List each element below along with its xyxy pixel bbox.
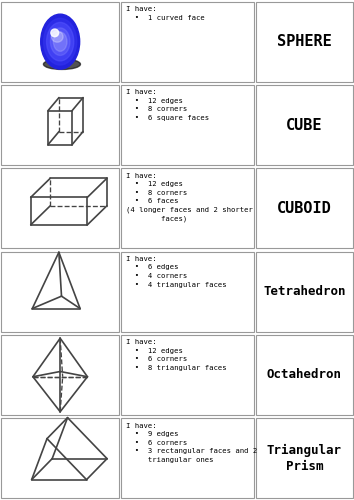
Bar <box>256 335 353 415</box>
Text: CUBOID: CUBOID <box>277 201 332 216</box>
Circle shape <box>47 22 74 61</box>
Ellipse shape <box>51 31 63 42</box>
Bar <box>1 252 119 332</box>
Text: CUBE: CUBE <box>286 118 323 132</box>
Text: I have:
  •  12 edges
  •  8 corners
  •  6 square faces: I have: • 12 edges • 8 corners • 6 squar… <box>126 90 209 121</box>
Circle shape <box>41 14 80 69</box>
Bar <box>121 252 254 332</box>
Bar <box>1 418 119 498</box>
Bar <box>121 418 254 498</box>
Bar <box>256 252 353 332</box>
Bar <box>1 85 119 165</box>
Bar <box>1 168 119 248</box>
Bar <box>121 85 254 165</box>
Bar <box>121 335 254 415</box>
Text: I have:
  •  12 edges
  •  8 corners
  •  6 faces
(4 longer faces and 2 shorter
: I have: • 12 edges • 8 corners • 6 faces… <box>126 172 252 222</box>
Circle shape <box>53 32 67 52</box>
Bar <box>121 2 254 82</box>
Bar <box>256 418 353 498</box>
Bar <box>256 2 353 82</box>
Text: Triangular
Prism: Triangular Prism <box>267 444 342 473</box>
Bar <box>1 2 119 82</box>
Circle shape <box>44 18 77 65</box>
Text: I have:
  •  1 curved face: I have: • 1 curved face <box>126 6 204 20</box>
Bar <box>256 168 353 248</box>
Text: Tetrahedron: Tetrahedron <box>263 285 346 298</box>
Text: Octahedron: Octahedron <box>267 368 342 382</box>
Bar <box>256 85 353 165</box>
Text: I have:
  •  9 edges
  •  6 corners
  •  3 rectangular faces and 2
     triangul: I have: • 9 edges • 6 corners • 3 rectan… <box>126 422 257 463</box>
Text: I have:
  •  6 edges
  •  4 corners
  •  4 triangular faces: I have: • 6 edges • 4 corners • 4 triang… <box>126 256 226 288</box>
Ellipse shape <box>44 59 80 70</box>
Bar <box>1 335 119 415</box>
Text: SPHERE: SPHERE <box>277 34 332 49</box>
Circle shape <box>50 28 70 56</box>
Text: I have:
  •  12 edges
  •  6 corners
  •  8 triangular faces: I have: • 12 edges • 6 corners • 8 trian… <box>126 340 226 371</box>
Ellipse shape <box>51 29 59 36</box>
Bar <box>121 168 254 248</box>
